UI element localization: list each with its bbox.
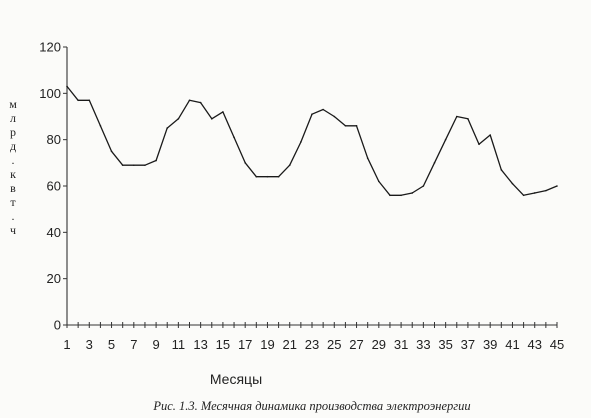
x-tick-label: 29 — [372, 337, 386, 352]
data-point — [422, 185, 425, 187]
y-tick-label: 60 — [47, 179, 61, 194]
data-point — [66, 85, 68, 88]
data-point — [288, 164, 291, 166]
series-line — [66, 85, 558, 196]
x-tick-label: 9 — [152, 337, 159, 352]
y-tick-label: 20 — [47, 271, 61, 286]
data-point — [322, 108, 324, 111]
data-point — [110, 150, 113, 153]
x-tick-label: 1 — [63, 337, 70, 352]
data-point — [266, 175, 269, 178]
data-point — [210, 118, 213, 120]
x-tick-label: 3 — [86, 337, 93, 352]
data-point — [244, 162, 246, 164]
data-point — [144, 164, 146, 166]
data-point — [378, 180, 380, 183]
y-axis-title-char: м — [9, 97, 17, 111]
data-point — [255, 175, 258, 178]
data-point — [311, 113, 313, 115]
x-axis-title: Месяцы — [210, 371, 262, 387]
data-point — [133, 164, 135, 166]
y-tick-label: 80 — [47, 132, 61, 147]
data-point — [478, 143, 480, 146]
x-tick-label: 41 — [505, 337, 519, 352]
data-point — [433, 162, 436, 164]
data-point — [400, 194, 402, 197]
x-tick-label: 15 — [216, 337, 230, 352]
data-point — [166, 127, 169, 129]
x-tick-label: 13 — [193, 337, 207, 352]
data-point — [188, 99, 191, 102]
data-point — [300, 141, 302, 143]
data-point — [88, 99, 91, 102]
y-tick-label: 40 — [47, 225, 61, 240]
x-tick-label: 17 — [238, 337, 252, 352]
data-point — [444, 138, 447, 141]
x-tick-label: 21 — [282, 337, 296, 352]
data-point — [333, 115, 336, 118]
x-tick-label: 33 — [416, 337, 430, 352]
x-tick-label: 35 — [438, 337, 452, 352]
y-axis-title-char: л — [10, 111, 16, 125]
data-point — [545, 189, 547, 192]
x-tick-label: 5 — [108, 337, 115, 352]
x-tick-label: 25 — [327, 337, 341, 352]
y-tick-label: 100 — [39, 86, 61, 101]
data-point — [199, 101, 202, 104]
x-tick-label: 19 — [260, 337, 274, 352]
y-axis-title-char: р — [10, 125, 16, 139]
x-tick-label: 27 — [349, 337, 363, 352]
data-point — [411, 192, 414, 194]
x-tick-label: 37 — [461, 337, 475, 352]
data-point — [233, 136, 235, 139]
x-tick-label: 43 — [527, 337, 541, 352]
y-axis-title-char: д — [10, 139, 16, 153]
data-point — [277, 175, 280, 178]
data-point — [533, 192, 536, 194]
y-tick-label: 0 — [54, 318, 61, 333]
data-point — [77, 99, 79, 102]
x-ticks: 1 3 5 7 9 11 13 15 17 19 21 23 25 27 29 31 33 35 37 39 41 43 4… — [63, 322, 564, 352]
data-point — [489, 134, 491, 136]
y-axis-title-char: . — [12, 153, 15, 167]
data-point — [344, 124, 347, 127]
data-point — [355, 124, 358, 127]
y-ticks: 0 20 40 60 80 100 120 — [39, 40, 67, 333]
y-axis-title-char: т — [10, 195, 16, 209]
data-point — [222, 111, 224, 113]
x-tick-label: 39 — [483, 337, 497, 352]
series-points — [66, 85, 558, 197]
y-axis-title-char: . — [12, 209, 15, 223]
data-point — [121, 164, 124, 166]
data-point — [511, 182, 514, 185]
data-point — [177, 118, 180, 120]
y-tick-label: 120 — [39, 40, 61, 55]
y-axis-title-char: в — [10, 181, 16, 195]
x-tick-label: 31 — [394, 337, 408, 352]
y-axis-title-char: ч — [10, 223, 16, 237]
data-point — [556, 185, 558, 187]
x-tick-label: 45 — [550, 337, 564, 352]
data-point — [366, 157, 369, 159]
data-point — [99, 124, 102, 127]
x-tick-label: 23 — [305, 337, 319, 352]
data-point — [522, 194, 525, 197]
data-point — [155, 159, 157, 162]
data-point — [467, 118, 469, 120]
figure-caption: Рис. 1.3. Месячная динамика производства… — [152, 399, 470, 413]
data-point — [455, 115, 458, 118]
x-tick-label: 7 — [130, 337, 137, 352]
data-point — [389, 194, 391, 197]
x-tick-label: 11 — [172, 337, 186, 352]
y-axis-title-char: к — [10, 167, 16, 181]
data-point — [500, 168, 503, 171]
